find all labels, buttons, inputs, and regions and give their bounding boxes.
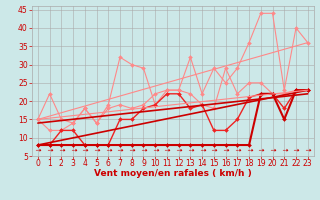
Text: ↗: ↗ xyxy=(280,147,288,155)
Text: ↗: ↗ xyxy=(57,147,66,155)
Text: ↗: ↗ xyxy=(116,147,124,155)
Text: ↗: ↗ xyxy=(104,147,112,155)
Text: ↗: ↗ xyxy=(268,147,277,155)
Text: ↗: ↗ xyxy=(186,147,195,155)
Text: ↗: ↗ xyxy=(257,147,265,155)
Text: ↗: ↗ xyxy=(81,147,89,155)
Text: ↗: ↗ xyxy=(163,147,171,155)
Text: ↗: ↗ xyxy=(45,147,54,155)
Text: ↗: ↗ xyxy=(34,147,42,155)
Text: ↗: ↗ xyxy=(69,147,77,155)
Text: ↗: ↗ xyxy=(304,147,312,155)
Text: ↗: ↗ xyxy=(151,147,159,155)
Text: ↗: ↗ xyxy=(221,147,230,155)
Text: ↗: ↗ xyxy=(174,147,183,155)
Text: ↗: ↗ xyxy=(210,147,218,155)
Text: ↗: ↗ xyxy=(92,147,101,155)
Text: ↗: ↗ xyxy=(139,147,148,155)
Text: ↗: ↗ xyxy=(292,147,300,155)
Text: ↗: ↗ xyxy=(245,147,253,155)
Text: ↗: ↗ xyxy=(128,147,136,155)
X-axis label: Vent moyen/en rafales ( km/h ): Vent moyen/en rafales ( km/h ) xyxy=(94,169,252,178)
Text: ↗: ↗ xyxy=(198,147,206,155)
Text: ↗: ↗ xyxy=(233,147,242,155)
